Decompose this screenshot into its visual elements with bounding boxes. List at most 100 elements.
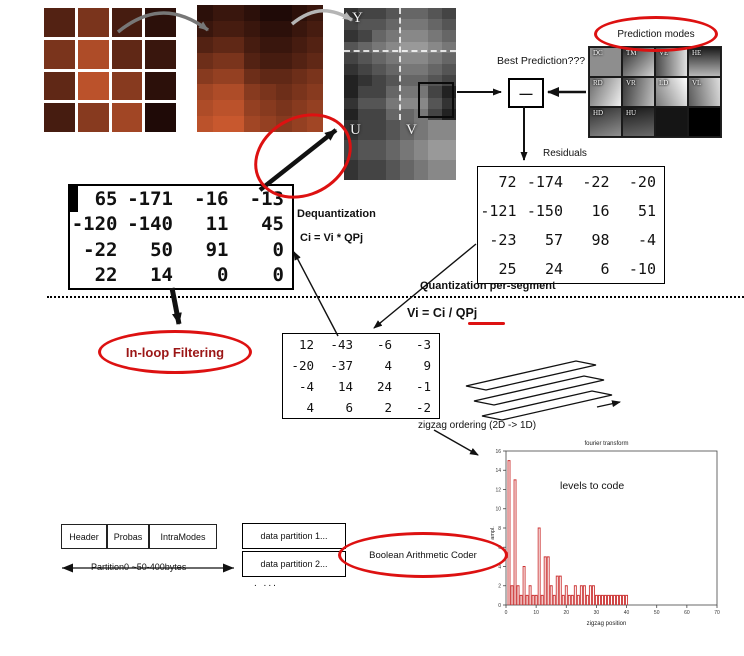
matrix-value: -22 [582,172,610,191]
mosaic-cell [228,84,245,101]
svg-text:30: 30 [594,610,600,616]
mosaic-cell [428,8,442,20]
mosaic-cell [372,75,386,87]
matrix-value: 16 [591,201,610,220]
mosaic-cell [414,160,428,180]
mosaic-cell [442,52,456,64]
mosaic-cell [212,68,229,85]
y-plane-dashed-vertical [399,8,401,120]
mosaic-cell [442,160,456,180]
matrix-value: 50 [150,238,173,261]
stage-separator-dotted-line [47,296,744,298]
prediction-mode-cell-label: VR [626,79,636,87]
matrix-value: -4 [637,230,656,249]
mosaic-cell [145,8,176,37]
current-block-outline [418,82,454,118]
mosaic-cell [428,30,442,42]
matrix-value: -20 [291,358,314,373]
prediction-mode-cell-label: HD [593,109,604,117]
matrix-value: 11 [205,213,229,236]
svg-text:fourier transform: fourier transform [584,441,628,447]
matrix-row: -120 -140 11 45 [70,213,292,235]
matrix-row: -22 50 91 0 [70,239,292,261]
mosaic-cell [344,30,358,42]
source-image [44,8,176,132]
mosaic-cell [358,19,372,31]
mosaic-cell [244,100,260,117]
mosaic-cell [414,8,428,20]
mosaic-cell [428,140,442,160]
mosaic-cell [228,68,245,85]
matrix-value: -4 [298,379,314,394]
mosaic-cell [358,52,372,64]
mosaic-cell [358,108,372,120]
matrix-value: 98 [591,230,610,249]
matrix-value: 65 [94,187,118,210]
mosaic-cell [400,86,414,98]
mosaic-cell [372,120,386,140]
mosaic-cell [386,108,400,120]
mosaic-cell [275,68,292,85]
mosaic-cell [307,20,323,37]
matrix-value: -23 [489,230,517,249]
matrix-value: -174 [526,172,563,191]
mosaic-cell [197,5,213,21]
mosaic-cell [197,52,213,69]
mosaic-cell [260,20,276,37]
mosaic-cell [212,5,229,21]
mosaic-cell [307,36,323,53]
mosaic-cell [428,86,442,98]
matrix-row: 65 -171 -16 -13 [70,188,292,210]
boolean-arithmetic-coder-ellipse: Boolean Arithmetic Coder [338,532,508,578]
matrix-row: -20 -37 4 9 [283,358,439,373]
mosaic-cell [372,19,386,31]
u-plane-mosaic [344,120,400,180]
mosaic-cell [260,36,276,53]
subtract-operator-box: — [508,78,544,108]
minus-sign: — [519,85,533,101]
mosaic-cell [428,97,442,109]
matrix-value: 6 [345,400,353,415]
partition0-left-arrowhead [62,563,73,573]
mosaic-cell [228,5,245,21]
y-plane-dashed-horizontal [344,50,456,52]
mosaic-cell [358,30,372,42]
matrix-value: 22 [94,264,118,287]
matrix-row: 25 24 6 -10 [478,260,664,278]
svg-text:40: 40 [624,610,630,616]
quantized-matrix: 12 -43 -6 -3 -20 -37 4 9 -4 14 24 -1 4 6 2 -2 [282,333,440,419]
y-plane-label: Y [352,10,363,26]
zigzag-strips [465,360,613,421]
mosaic-cell [400,120,414,140]
probas-block-label: Probas [113,531,143,542]
matrix-row: -23 57 98 -4 [478,231,664,249]
mosaic-cell [44,8,75,37]
mosaic-cell [358,97,372,109]
mosaic-cell [212,116,229,132]
mosaic-cell [275,20,292,37]
mosaic-cell [414,41,428,53]
u-plane-label: U [350,122,361,138]
mosaic-cell [77,71,109,101]
prediction-mode-cell: HU [622,107,655,137]
mosaic-cell [442,8,456,20]
prediction-mode-cell-label: HU [626,109,637,117]
mosaic-cell [291,100,308,117]
mosaic-cell [414,30,428,42]
mosaic-cell [386,120,400,140]
mosaic-cell [197,68,213,85]
mosaic-cell [358,41,372,53]
mosaic-cell [400,41,414,53]
svg-text:16: 16 [495,449,501,455]
matrix-value: 9 [423,358,431,373]
mosaic-cell [400,75,414,87]
mosaic-cell [442,19,456,31]
more-partitions-label: . ... [254,578,278,589]
mosaic-cell [197,36,213,53]
mosaic-cell [414,52,428,64]
boolean-arithmetic-coder-label: Boolean Arithmetic Coder [369,549,477,561]
matrix-value: 91 [205,238,229,261]
prediction-mode-cell-label: TM [626,49,637,57]
mosaic-cell [145,103,176,132]
header-block: Header [61,524,107,549]
